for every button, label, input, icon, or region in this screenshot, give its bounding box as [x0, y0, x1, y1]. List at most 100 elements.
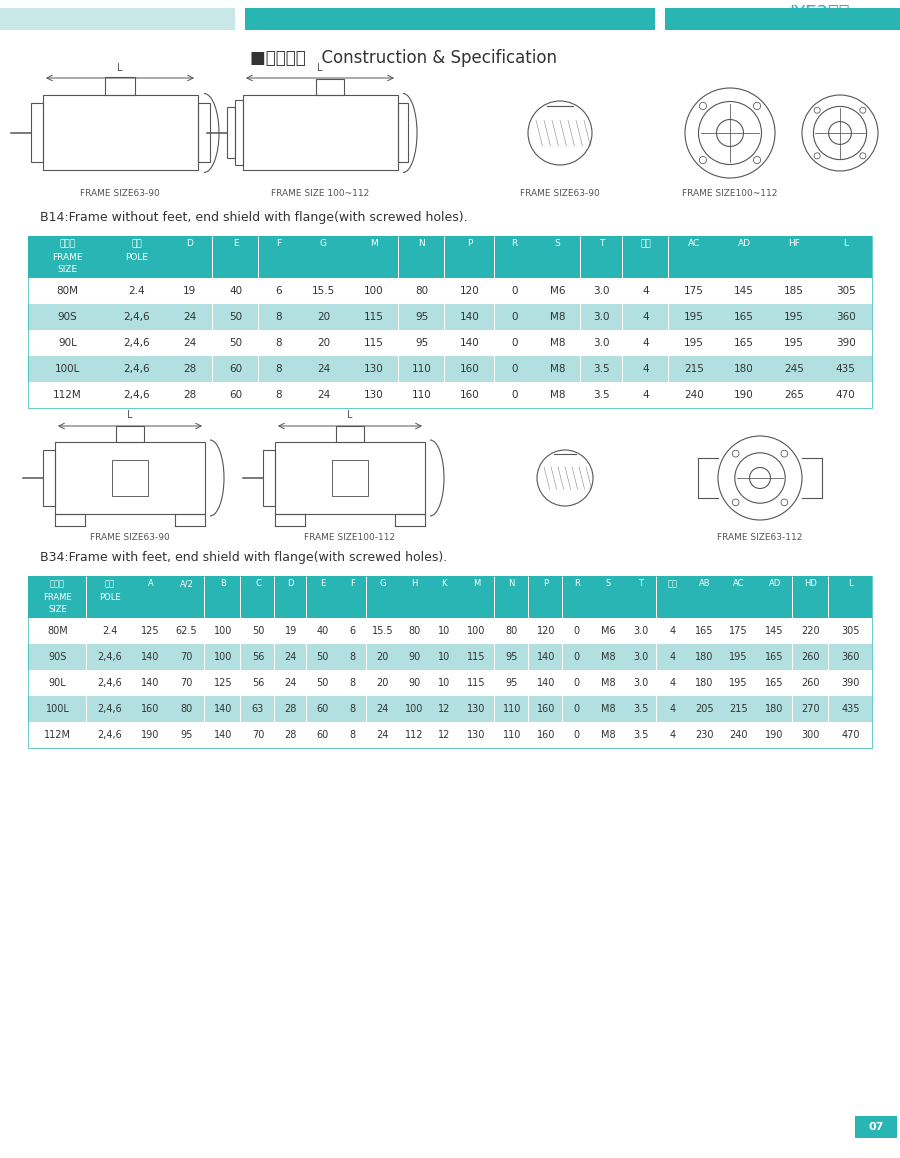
Text: F: F: [350, 579, 355, 588]
Bar: [719, 305, 769, 330]
Text: 90L: 90L: [58, 338, 77, 349]
Text: 28: 28: [284, 704, 297, 714]
Bar: [688, 618, 720, 644]
Bar: [855, 1116, 897, 1138]
Text: 305: 305: [836, 286, 856, 296]
Bar: [623, 356, 669, 382]
Bar: [399, 618, 429, 644]
Text: 110: 110: [502, 704, 521, 714]
Bar: [307, 644, 338, 670]
Bar: [720, 576, 756, 618]
Bar: [720, 696, 756, 721]
Bar: [623, 305, 669, 330]
Text: 160: 160: [141, 704, 159, 714]
Text: M: M: [473, 579, 481, 588]
Bar: [28, 721, 86, 748]
Bar: [31, 103, 43, 162]
Bar: [793, 576, 829, 618]
Bar: [535, 330, 581, 356]
Text: 4: 4: [643, 286, 649, 296]
Text: 180: 180: [765, 704, 784, 714]
Text: A: A: [148, 579, 153, 588]
Bar: [241, 670, 274, 696]
Bar: [28, 236, 106, 278]
Text: 8: 8: [349, 730, 356, 740]
Text: 165: 165: [765, 652, 784, 662]
Text: 24: 24: [376, 730, 389, 740]
Text: 130: 130: [467, 730, 486, 740]
Bar: [168, 721, 204, 748]
Bar: [495, 330, 534, 356]
Bar: [55, 442, 205, 514]
Text: 24: 24: [317, 390, 330, 400]
Text: 190: 190: [734, 390, 754, 400]
Text: 195: 195: [729, 652, 748, 662]
Bar: [562, 576, 590, 618]
Bar: [28, 618, 86, 644]
Bar: [212, 305, 258, 330]
Text: 0: 0: [574, 730, 580, 740]
Bar: [580, 356, 622, 382]
Text: 130: 130: [364, 364, 383, 374]
Bar: [399, 382, 445, 408]
Bar: [166, 236, 212, 278]
Bar: [43, 95, 198, 170]
Bar: [688, 721, 720, 748]
Bar: [107, 356, 166, 382]
Text: 4: 4: [670, 652, 676, 662]
Text: B: B: [220, 579, 226, 588]
Text: 机座号: 机座号: [50, 579, 65, 588]
Bar: [366, 576, 398, 618]
Bar: [657, 576, 688, 618]
Bar: [623, 330, 669, 356]
Text: 165: 165: [734, 338, 754, 349]
Bar: [259, 382, 298, 408]
Text: 115: 115: [364, 338, 383, 349]
Text: FRAME: FRAME: [43, 593, 72, 601]
Text: 10: 10: [438, 677, 451, 688]
Bar: [399, 356, 445, 382]
Bar: [793, 644, 829, 670]
Text: 120: 120: [460, 286, 480, 296]
Text: AC: AC: [733, 579, 744, 588]
Bar: [720, 618, 756, 644]
Text: FRAME SIZE63-112: FRAME SIZE63-112: [717, 534, 803, 542]
Text: R: R: [511, 240, 517, 249]
Text: 90: 90: [409, 677, 420, 688]
Bar: [132, 644, 168, 670]
Bar: [623, 236, 669, 278]
Text: 3.5: 3.5: [634, 730, 649, 740]
Text: 10: 10: [438, 626, 451, 636]
Text: 115: 115: [467, 677, 486, 688]
Text: 70: 70: [180, 677, 193, 688]
Bar: [819, 236, 871, 278]
Text: 2,4,6: 2,4,6: [97, 652, 122, 662]
Bar: [28, 305, 106, 330]
Text: AB: AB: [698, 579, 710, 588]
Text: 24: 24: [317, 364, 330, 374]
Text: 125: 125: [213, 677, 232, 688]
Text: 15.5: 15.5: [311, 286, 335, 296]
Bar: [298, 236, 348, 278]
Bar: [275, 442, 425, 514]
Bar: [399, 236, 445, 278]
Bar: [227, 107, 235, 157]
Bar: [241, 696, 274, 721]
Text: 145: 145: [765, 626, 784, 636]
Text: 0: 0: [574, 704, 580, 714]
Text: 112M: 112M: [44, 730, 71, 740]
Bar: [212, 330, 258, 356]
Bar: [657, 670, 688, 696]
Text: 140: 140: [141, 652, 159, 662]
Text: AC: AC: [688, 240, 700, 249]
Bar: [298, 305, 348, 330]
Bar: [28, 382, 106, 408]
Text: T: T: [638, 579, 644, 588]
Text: 175: 175: [684, 286, 704, 296]
Bar: [298, 382, 348, 408]
Text: 4: 4: [643, 312, 649, 322]
Bar: [430, 576, 458, 618]
Bar: [259, 330, 298, 356]
Bar: [87, 618, 131, 644]
Text: FRAME: FRAME: [52, 252, 83, 262]
